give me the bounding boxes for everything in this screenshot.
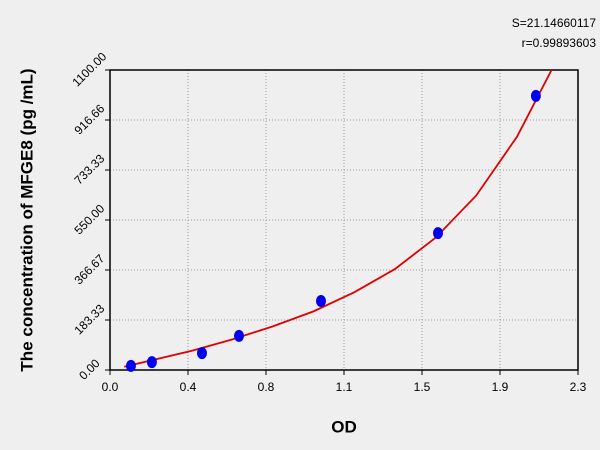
data-point — [146, 356, 157, 369]
x-tick-label: 1.1 — [336, 380, 353, 394]
fit-curve — [124, 69, 553, 368]
x-axis-title: OD — [331, 417, 357, 436]
plot-frame — [109, 69, 579, 371]
data-point — [125, 359, 136, 372]
data-point — [530, 89, 541, 102]
x-tick-label: 0.4 — [180, 380, 197, 394]
data-point — [196, 347, 207, 360]
data-point — [234, 329, 245, 342]
stat-s: S=21.14660117 — [512, 16, 597, 30]
x-tick-label: 2.3 — [570, 380, 587, 394]
x-tick-label: 0.0 — [102, 380, 119, 394]
stat-r: r=0.99893603 — [522, 36, 597, 50]
x-tick-label: 1.5 — [414, 380, 431, 394]
x-tick-label: 0.8 — [258, 380, 275, 394]
data-point — [433, 227, 444, 240]
y-axis-title: The concentration of MFGE8 (pg /mL) — [17, 68, 36, 371]
data-point — [316, 295, 327, 307]
x-tick-label: 1.9 — [492, 380, 509, 394]
